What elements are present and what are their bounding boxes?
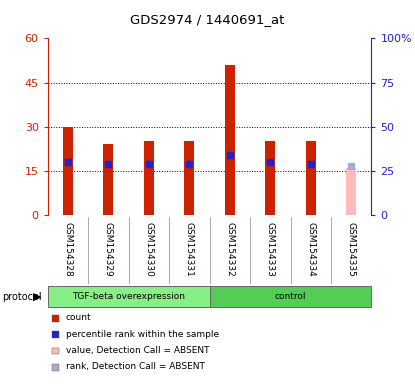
Bar [103,144,113,215]
Bar [306,141,316,215]
Text: GSM154334: GSM154334 [306,222,315,277]
Text: GSM154332: GSM154332 [225,222,234,277]
Text: GSM154331: GSM154331 [185,222,194,277]
Text: percentile rank within the sample: percentile rank within the sample [66,329,219,339]
Text: count: count [66,313,91,323]
Text: TGF-beta overexpression: TGF-beta overexpression [72,292,185,301]
Bar [48,286,210,307]
Bar [63,127,73,215]
Text: GSM154329: GSM154329 [104,222,113,277]
Bar [210,286,371,307]
Text: control: control [275,292,306,301]
Text: value, Detection Call = ABSENT: value, Detection Call = ABSENT [66,346,209,355]
Bar [265,141,275,215]
Bar [225,65,235,215]
Text: GSM154330: GSM154330 [144,222,154,277]
Bar [144,141,154,215]
Text: GDS2974 / 1440691_at: GDS2974 / 1440691_at [130,13,285,26]
Text: GSM154328: GSM154328 [63,222,73,277]
Text: GSM154333: GSM154333 [266,222,275,277]
Text: GSM154335: GSM154335 [347,222,356,277]
Text: protocol: protocol [2,291,42,302]
Text: ▶: ▶ [33,291,42,302]
Bar [346,168,356,215]
Text: rank, Detection Call = ABSENT: rank, Detection Call = ABSENT [66,362,205,371]
Bar [184,141,194,215]
